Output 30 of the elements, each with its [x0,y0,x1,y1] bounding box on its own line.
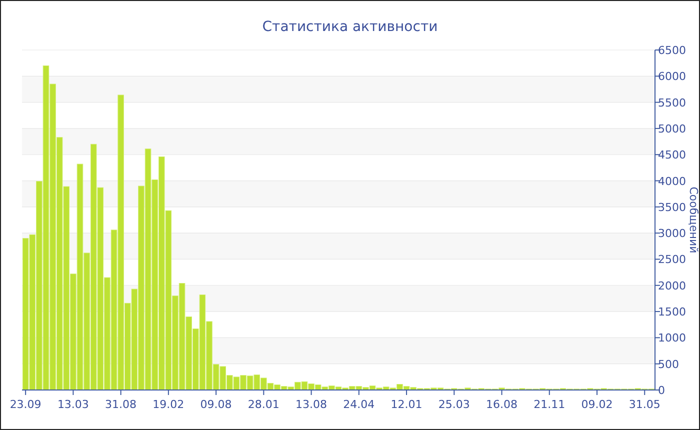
y-tick-label: 6500 [658,44,686,57]
chart-title: Статистика активности [262,19,438,35]
x-tick-label: 31.08 [105,398,137,411]
y-tick-label: 3000 [658,227,686,240]
x-tick-label: 23.09 [10,398,42,411]
x-tick-label: 13.08 [296,398,328,411]
y-tick-label: 3500 [658,200,686,214]
x-tick-label: 31.05 [628,398,660,411]
y-tick-label: 5500 [658,96,686,110]
x-tick-label: 13.03 [57,398,89,411]
x-tick-label: 21.11 [534,398,566,411]
x-tick-label: 09.02 [581,398,613,411]
y-tick-label: 1500 [658,306,686,319]
y-tick-label: 4500 [658,148,686,162]
y-axis-title: Сообщений [687,186,700,254]
y-tick-label: 0 [658,384,665,397]
y-tick-label: 2500 [658,253,686,266]
x-tick-label: 25.03 [438,398,470,411]
y-tick-label: 2000 [658,279,686,292]
y-tick-label: 1000 [658,332,686,345]
y-tick-label: 6000 [658,70,686,84]
y-tick-label: 500 [658,358,679,371]
y-tick-label: 5000 [658,122,686,136]
x-tick-label: 12.01 [390,398,422,411]
x-tick-label: 28.01 [248,398,280,411]
x-tick-label: 19.02 [152,398,184,411]
x-tick-label: 09.08 [200,398,232,411]
x-tick-label: 16.08 [486,398,518,411]
x-tick-label: 24.04 [343,398,375,411]
y-tick-label: 4000 [658,174,686,188]
